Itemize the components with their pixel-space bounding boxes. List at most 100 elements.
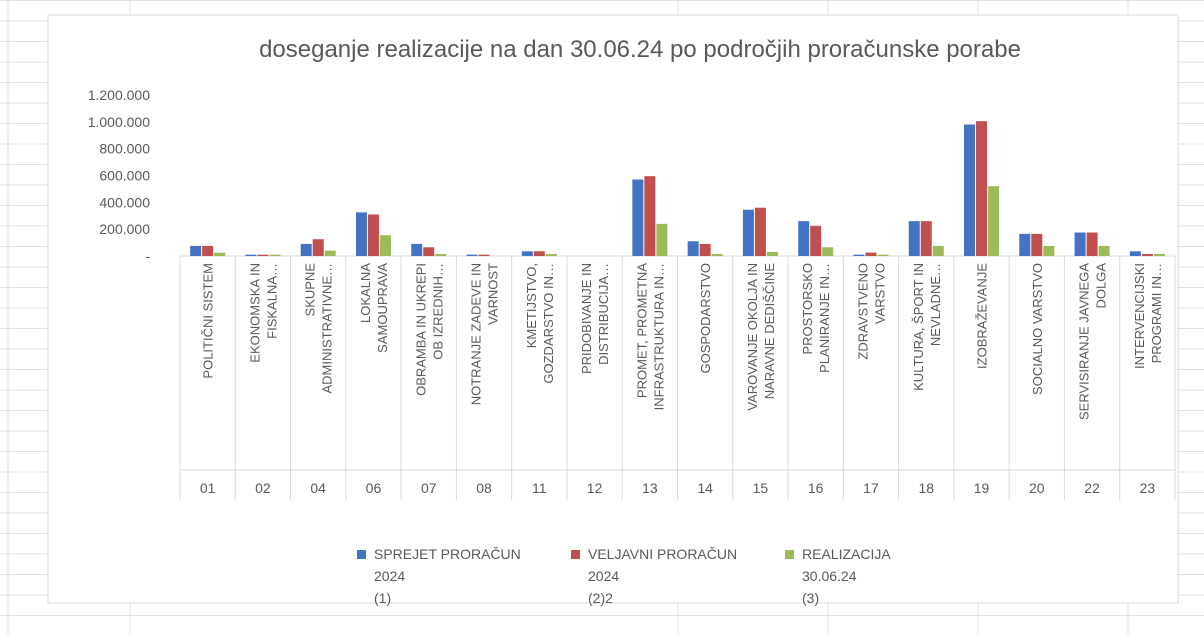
legend-swatch xyxy=(785,550,794,559)
bar xyxy=(1043,245,1055,256)
category-code: 01 xyxy=(200,480,216,496)
bar xyxy=(687,241,699,256)
bar xyxy=(533,251,545,256)
bar xyxy=(367,214,379,256)
bar xyxy=(379,235,391,256)
category-name: NOTRANJE ZADEVE IN xyxy=(469,263,484,405)
bar xyxy=(466,254,478,256)
category-code: 07 xyxy=(421,480,437,496)
y-tick-label: 600.000 xyxy=(99,168,150,184)
category-code: 15 xyxy=(753,480,769,496)
bar xyxy=(865,252,877,256)
category-name: KMETIJSTVO, xyxy=(524,263,539,348)
category-name: LOKALNA xyxy=(358,263,373,323)
legend-label: SPREJET PRORAČUN 2024 (1) xyxy=(374,546,521,606)
bar xyxy=(644,176,656,256)
bar xyxy=(810,225,822,256)
bar xyxy=(877,254,889,256)
bar xyxy=(1098,245,1110,256)
category-code: 16 xyxy=(808,480,824,496)
bar xyxy=(766,251,778,256)
category-name: EKONOMSKA IN xyxy=(247,263,262,363)
y-tick-label: 400.000 xyxy=(99,194,150,210)
bar xyxy=(798,221,810,256)
bar xyxy=(1153,253,1165,256)
category-code: 02 xyxy=(255,480,271,496)
category-code: 19 xyxy=(974,480,990,496)
bar xyxy=(269,254,281,256)
bar xyxy=(1129,251,1141,256)
bar xyxy=(964,124,976,257)
bar xyxy=(478,254,490,256)
category-code: 20 xyxy=(1029,480,1045,496)
bar xyxy=(988,186,1000,256)
y-tick-label: - xyxy=(145,248,150,264)
bar xyxy=(300,243,312,256)
bar xyxy=(711,253,723,256)
category-name: PLANIRANJE IN… xyxy=(817,263,832,373)
category-name: INTERVENCIJSKI xyxy=(1132,263,1147,369)
category-name: PROMET, PROMETNA xyxy=(634,263,649,398)
category-name: SKUPNE xyxy=(303,263,318,317)
category-name: PROGRAMI IN… xyxy=(1149,263,1164,363)
bar xyxy=(521,251,533,256)
bar xyxy=(976,121,988,256)
category-name: VAROVANJE OKOLJA IN xyxy=(745,263,760,411)
bar xyxy=(853,254,865,256)
category-name: VARNOST xyxy=(486,263,501,325)
category-code: 14 xyxy=(697,480,713,496)
bar xyxy=(214,252,226,256)
bar xyxy=(1031,233,1043,256)
y-tick-label: 1.000.000 xyxy=(88,114,150,130)
bar xyxy=(822,247,834,256)
category-code: 12 xyxy=(587,480,603,496)
legend-label: REALIZACIJA 30.06.24 (3) xyxy=(802,546,891,606)
bar xyxy=(656,223,668,256)
category-code: 23 xyxy=(1140,480,1156,496)
chart-frame xyxy=(47,14,1179,604)
category-code: 17 xyxy=(863,480,879,496)
bar xyxy=(699,243,711,256)
bar xyxy=(1086,232,1098,256)
category-name: KULTURA, ŠPORT IN xyxy=(911,263,926,391)
legend-swatch xyxy=(357,550,366,559)
category-code: 22 xyxy=(1084,480,1100,496)
category-name: ADMINISTRATIVNE… xyxy=(320,263,335,394)
bar xyxy=(355,212,367,256)
bar xyxy=(324,250,336,256)
category-name: INFRASTRUKTURA IN… xyxy=(651,263,666,410)
category-name: FISKALNA… xyxy=(264,263,279,339)
category-name: POLITIČNI SISTEM xyxy=(201,263,216,379)
category-name: VARSTVO xyxy=(872,263,887,324)
bar xyxy=(545,253,557,256)
bar xyxy=(754,207,766,256)
category-code: 06 xyxy=(366,480,382,496)
bar xyxy=(920,221,932,256)
y-tick-label: 1.200.000 xyxy=(88,87,150,103)
legend-label: VELJAVNI PRORAČUN 2024 (2)2 xyxy=(588,546,738,606)
bar xyxy=(742,209,754,256)
y-tick-label: 800.000 xyxy=(99,141,150,157)
category-code: 04 xyxy=(310,480,326,496)
category-name: DOLGA xyxy=(1094,263,1109,309)
bar xyxy=(1019,233,1031,256)
bar xyxy=(312,239,324,256)
category-name: OB IZREDNIH… xyxy=(430,263,445,360)
category-name: GOSPODARSTVO xyxy=(698,263,713,374)
category-name: NARAVNE DEDIŠČINE xyxy=(762,263,777,400)
bar xyxy=(202,245,214,256)
category-name: IZOBRAŽEVANJE xyxy=(975,263,990,369)
category-name: PRIDOBIVANJE IN xyxy=(579,263,594,374)
bar xyxy=(257,254,269,256)
bar xyxy=(435,253,447,256)
category-name: PROSTORSKO xyxy=(800,263,815,355)
category-name: OBRAMBA IN UKREPI xyxy=(413,263,428,396)
category-name: GOZDARSTVO IN… xyxy=(541,263,556,384)
bar xyxy=(245,254,257,256)
category-name: NEVLADNE… xyxy=(928,263,943,346)
bar xyxy=(190,245,202,256)
category-name: SOCIALNO VARSTVO xyxy=(1030,263,1045,395)
category-name: SAMOUPRAVA xyxy=(375,263,390,353)
bar xyxy=(423,247,435,256)
